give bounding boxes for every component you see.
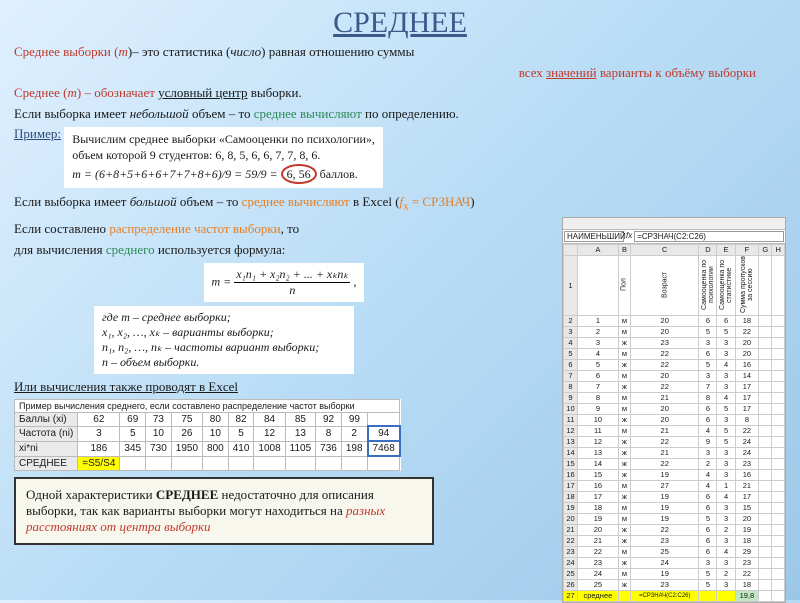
page-title: СРЕДНЕЕ <box>0 0 800 40</box>
excel-screenshot: НАИМЕНЬШИЙ fx =СРЗНАЧ(C2:C26) ABCDEFGH1П… <box>562 217 786 603</box>
formula-box: m = x₁n₁ + x₂n₂ + ... + xₖnₖ n , <box>204 263 365 302</box>
example-label: Пример: Вычислим среднее выборки «Самооц… <box>14 125 786 190</box>
excel-also-line: Или вычисления также проводят в Excel <box>14 378 554 396</box>
def-line-2: Среднее (m) – обозначает условный центр … <box>14 84 786 102</box>
freq-line-2: для вычисления среднего используется фор… <box>14 241 554 259</box>
freq-example-table: Пример вычисления среднего, если составл… <box>14 399 401 471</box>
freq-line-1: Если составлено распределение частот выб… <box>14 220 554 238</box>
def-line-3: Если выборка имеет небольшой объем – то … <box>14 105 786 123</box>
formula-legend: где m – среднее выборки; x₁, x₂, …, xₖ –… <box>94 306 354 374</box>
note-box: Одной характеристики СРЕДНЕЕ недостаточн… <box>14 477 434 545</box>
big-sample-line: Если выборка имеет большой объем – то ср… <box>14 193 786 214</box>
def-line-1: Среднее выборки (m)– это статистика (чис… <box>14 43 786 61</box>
def-line-1b: всех значений варианты к объёму выборки <box>14 64 786 82</box>
